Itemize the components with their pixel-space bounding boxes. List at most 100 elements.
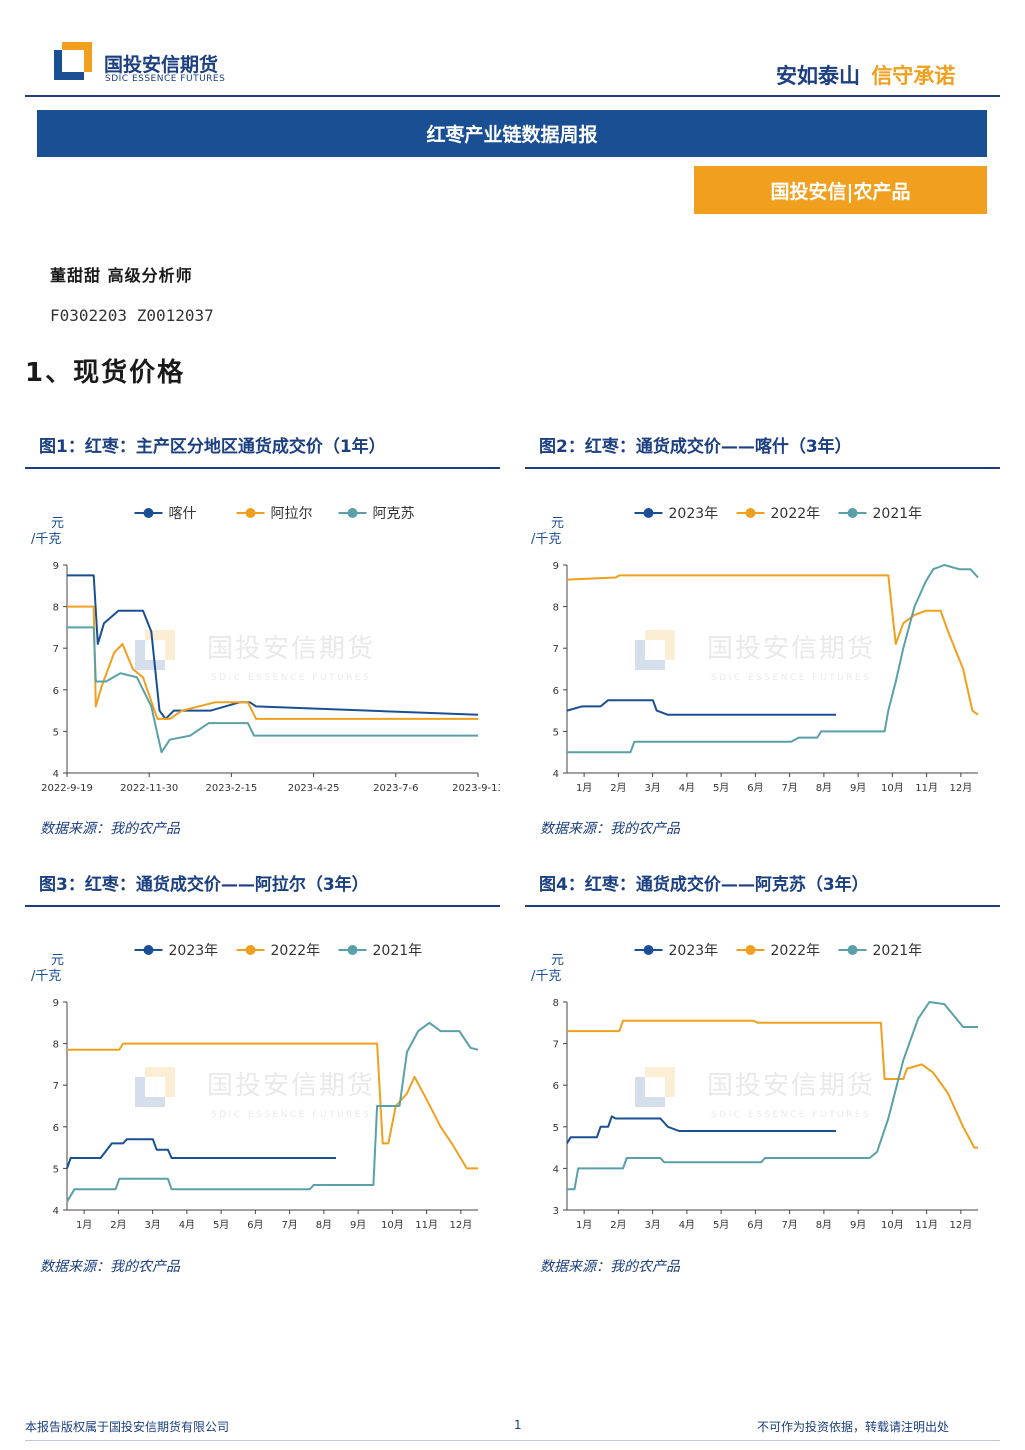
legend-marker — [643, 945, 654, 955]
legend-label: 阿拉尔 — [271, 506, 313, 522]
x-tick-label: 2023-9-13 — [452, 783, 500, 794]
footer-copyright: 本报告版权属于国投安信期货有限公司 — [25, 1420, 230, 1434]
watermark-logo-icon — [145, 1067, 175, 1097]
y-tick-label: 6 — [53, 686, 59, 697]
y-tick-label: 6 — [553, 1081, 559, 1092]
y-tick-label: 9 — [53, 998, 59, 1009]
series-line — [566, 699, 836, 716]
y-tick-label: 4 — [553, 769, 559, 780]
legend-marker — [143, 945, 154, 955]
y-tick-label: 9 — [553, 561, 559, 572]
x-tick-label: 8月 — [316, 1219, 332, 1231]
x-tick-label: 2023-4-25 — [288, 783, 340, 794]
page-number: 1 — [514, 1418, 522, 1432]
x-tick-label: 6月 — [747, 1219, 763, 1231]
author: 董甜甜 高级分析师 — [50, 266, 193, 285]
y-tick-label: 6 — [553, 686, 559, 697]
x-tick-label: 4月 — [679, 782, 695, 794]
legend-label: 2023年 — [169, 943, 219, 959]
series-line — [67, 1042, 478, 1170]
y-axis-label: 元 — [551, 516, 564, 531]
x-tick-label: 11月 — [915, 1219, 938, 1231]
figure-4-source: 数据来源：我的农产品 — [540, 1259, 680, 1275]
x-tick-label: 2月 — [610, 1219, 626, 1231]
x-tick-label: 7月 — [281, 1219, 297, 1231]
x-tick-label: 4月 — [179, 1219, 195, 1231]
series-line — [66, 1138, 336, 1169]
y-tick-label: 4 — [53, 1206, 59, 1217]
x-tick-label: 5月 — [213, 1219, 229, 1231]
y-axis-label: 元 — [51, 516, 64, 531]
y-axis-label: 元 — [551, 953, 564, 968]
legend-marker — [847, 945, 858, 955]
logo-en: SDIC ESSENCE FUTURES — [105, 74, 226, 84]
legend-marker — [643, 508, 654, 518]
x-tick-label: 1月 — [576, 1219, 592, 1231]
x-tick-label: 2023-2-15 — [206, 783, 258, 794]
series-line — [67, 626, 478, 754]
y-tick-label: 8 — [553, 603, 559, 614]
series-line — [566, 574, 979, 716]
x-tick-label: 5月 — [713, 782, 729, 794]
chart-region-prices: 国投安信期货 SDIC ESSENCE FUTURES 元/千克 喀什 阿拉尔 阿克苏 4 5… — [31, 506, 500, 794]
x-tick-label: 3月 — [644, 1219, 660, 1231]
y-axis-label-unit: /千克 — [31, 532, 61, 547]
logo-icon — [54, 42, 92, 80]
legend-label: 2023年 — [669, 506, 719, 522]
series-line — [566, 1115, 836, 1144]
x-tick-label: 3月 — [144, 1219, 160, 1231]
legend-marker — [847, 508, 858, 518]
y-tick-label: 3 — [553, 1206, 559, 1217]
legend-marker — [143, 508, 154, 518]
footer-rule — [25, 1440, 1000, 1441]
legend-label: 2023年 — [669, 943, 719, 959]
watermark-logo-icon — [645, 1067, 675, 1097]
x-tick-label: 2月 — [110, 1219, 126, 1231]
legend-marker — [245, 508, 256, 518]
x-tick-label: 10月 — [881, 1219, 904, 1231]
watermark-text: 国投安信期货 — [707, 634, 875, 664]
figure-title: 图2：红枣：通货成交价——喀什（3年） — [539, 437, 852, 457]
watermark: 国投安信期货 SDIC ESSENCE FUTURES — [135, 630, 373, 683]
y-tick-label: 8 — [53, 1040, 59, 1051]
series-line — [567, 1019, 978, 1149]
x-tick-label: 12月 — [950, 782, 973, 794]
x-tick-label: 10月 — [881, 782, 904, 794]
watermark-logo-icon — [145, 640, 165, 660]
figure-rule — [525, 905, 1000, 907]
section-title: 1、现货价格 — [25, 358, 186, 388]
slogan: 安如泰山 信守承诺 — [776, 60, 955, 90]
figure-2: 图2：红枣：通货成交价——喀什（3年） — [525, 432, 1000, 469]
x-tick-label: 1月 — [576, 782, 592, 794]
x-tick-label: 2022-11-30 — [120, 783, 178, 794]
watermark-text: 国投安信期货 — [207, 1071, 375, 1101]
x-tick-label: 9月 — [350, 1219, 366, 1231]
watermark-logo-icon — [645, 630, 675, 660]
watermark-text-en: SDIC ESSENCE FUTURES — [211, 673, 371, 683]
figure-2-source: 数据来源：我的农产品 — [540, 821, 680, 837]
series-line — [66, 1021, 479, 1203]
watermark-text-en: SDIC ESSENCE FUTURES — [211, 1110, 371, 1120]
legend-label: 2022年 — [771, 943, 821, 959]
x-tick-label: 6月 — [747, 782, 763, 794]
watermark-text-en: SDIC ESSENCE FUTURES — [711, 673, 871, 683]
category-tag-label: 国投安信|农产品 — [770, 180, 911, 203]
series-line — [567, 1001, 978, 1191]
legend-label: 2021年 — [373, 943, 423, 959]
figure-title: 图1：红枣：主产区分地区通货成交价（1年） — [39, 437, 386, 457]
figure-1: 图1：红枣：主产区分地区通货成交价（1年） — [25, 432, 500, 469]
figure-3-source: 数据来源：我的农产品 — [40, 1259, 180, 1275]
y-tick-label: 6 — [53, 1123, 59, 1134]
slogan-a: 安如泰山 — [776, 64, 860, 88]
x-tick-label: 7月 — [781, 782, 797, 794]
x-tick-label: 2023-7-6 — [373, 783, 418, 794]
y-axis-label-unit: /千克 — [531, 532, 561, 547]
y-tick-label: 7 — [553, 644, 559, 655]
x-tick-label: 12月 — [450, 1219, 473, 1231]
y-tick-label: 7 — [53, 1081, 59, 1092]
x-tick-label: 2022-9-19 — [41, 783, 93, 794]
x-tick-label: 4月 — [679, 1219, 695, 1231]
legend-marker — [245, 945, 256, 955]
chart-aral-3y: 国投安信期货 SDIC ESSENCE FUTURES 元/千克 2023年 2022年… — [31, 943, 479, 1231]
figure-1-source: 数据来源：我的农产品 — [40, 821, 180, 837]
